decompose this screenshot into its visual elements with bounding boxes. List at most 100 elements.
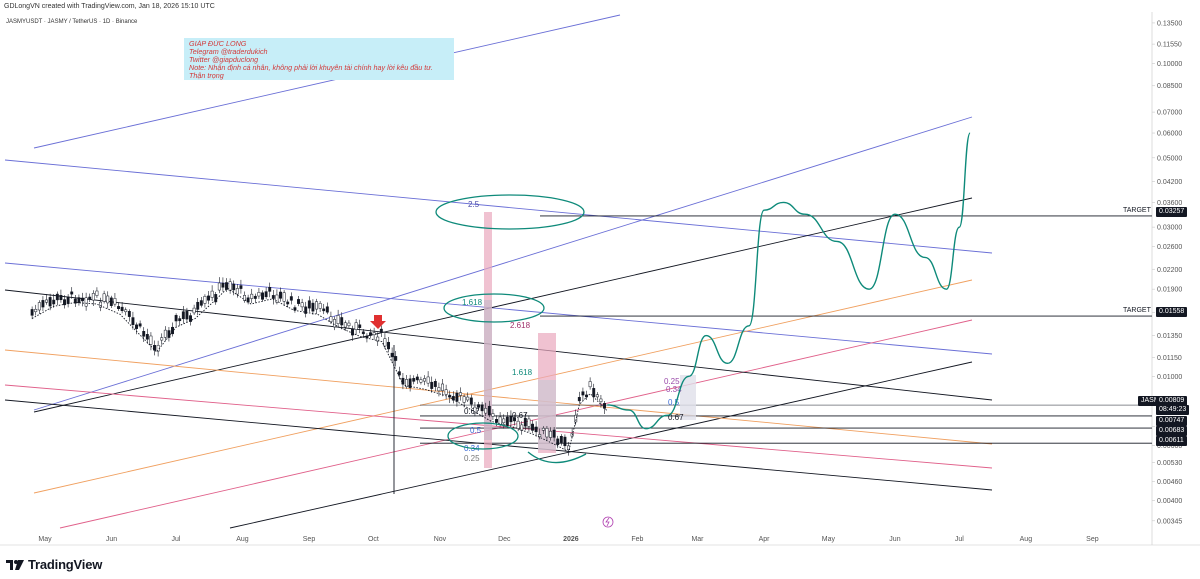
time-tick-label: Apr [759,536,771,543]
fib-label-c: 2.618 [510,321,531,330]
time-tick-label: Jun [889,536,900,543]
time-tick-label: Sep [303,536,316,543]
candle-body [595,394,599,398]
candle-body [293,307,297,311]
ellipses [435,194,587,464]
candle-body [163,329,167,338]
target-label-1: TARGET [1123,207,1151,214]
candle-body [127,311,131,317]
price-tick-label: 0.05000 [1157,155,1182,162]
candle-body [124,309,128,313]
candle-body [117,306,120,309]
candle-body [95,290,99,296]
candle-body [383,338,387,347]
note-line: GIÁP ĐỨC LONG [189,40,247,48]
candle-body [221,282,225,288]
candle-body [297,299,300,304]
level-tag-1: 0.00747 [1156,416,1188,426]
fib-label-b: 1.618 [462,298,483,307]
candle-body [523,418,527,427]
candle-body [556,438,560,445]
candle-body [462,396,466,403]
candle-body [181,311,185,320]
candle-body [520,424,524,431]
target-price-1: 0.03257 [1156,207,1188,217]
time-tick-label: May [38,536,52,543]
time-tick-label: Dec [498,536,511,543]
candle-body [577,397,581,402]
fib-label-i: 0.67 [512,411,528,420]
candle-body [351,328,354,336]
candle-body [527,418,531,427]
candle-body [437,387,441,392]
candle-body [376,336,380,342]
candle-body [322,308,326,312]
candle-body [81,297,84,302]
black-upper-line [4,289,993,401]
candle-body [178,318,182,322]
candle-body [106,295,110,304]
price-tick-label: 0.00530 [1157,460,1182,467]
candle-body [455,392,459,402]
candle-body [559,436,563,443]
candle-body [145,334,149,340]
candle-body [307,300,311,309]
candle-body [318,303,322,309]
candle-body [311,302,315,312]
candle-body [63,299,66,306]
fib-label-k: 0.34 [666,385,682,394]
candle-body [70,291,74,295]
tradingview-logo[interactable]: TradingView [6,557,102,572]
candle-body [495,419,498,423]
candle-body [603,403,606,409]
candle-body [433,381,437,387]
candle-body [138,323,142,327]
note-line: Telegram @traderdukich [189,48,268,56]
highlight-ellipse-0 [435,194,585,230]
price-tick-label: 0.01150 [1157,355,1182,362]
candle-body [189,315,192,322]
candle-body [131,317,135,325]
candle-body [466,396,470,401]
note-line: Thận trọng [189,72,224,80]
candle-body [599,398,603,403]
candle-body [531,423,534,431]
candle-body [387,341,390,350]
price-tick-label: 0.00460 [1157,479,1182,486]
candle-body [430,381,434,389]
blue-lower-line [4,262,993,355]
candle-body [232,283,236,291]
candle-body [581,391,585,396]
note-line: Note: Nhận định cá nhân, không phải lời … [189,64,433,72]
candle-body [567,445,570,451]
candle-body [340,317,344,326]
price-tick-label: 0.11550 [1157,42,1182,49]
candle-body [552,429,556,438]
candle-body [99,301,102,308]
candle-body [419,379,423,383]
candle-body [354,322,358,330]
candle-body [279,291,282,299]
candle-body [336,315,340,324]
fib-label-h: 0.67 [464,407,480,416]
fib-label-d: 1.618 [512,368,533,377]
fib-label-l: 0.5 [668,398,680,407]
price-tick-label: 0.07000 [1157,110,1182,117]
candle-body [88,296,92,300]
target-price-2: 0.01558 [1156,307,1188,317]
candle-body [174,315,178,322]
candle-body [275,294,279,303]
blue-upper-line [33,14,621,149]
candle-body [37,302,41,311]
orange-rising-line [33,279,973,494]
candle-body [397,371,401,376]
price-tick-label: 0.01000 [1157,374,1182,381]
candle-body [459,392,462,396]
candle-body [207,295,210,301]
price-tick-label: 0.13500 [1157,20,1182,27]
candle-body [66,296,70,304]
brand-name: TradingView [28,557,103,572]
candle-body [210,290,214,298]
author-note: GIÁP ĐỨC LONG Telegram @traderdukich Twi… [184,38,454,80]
